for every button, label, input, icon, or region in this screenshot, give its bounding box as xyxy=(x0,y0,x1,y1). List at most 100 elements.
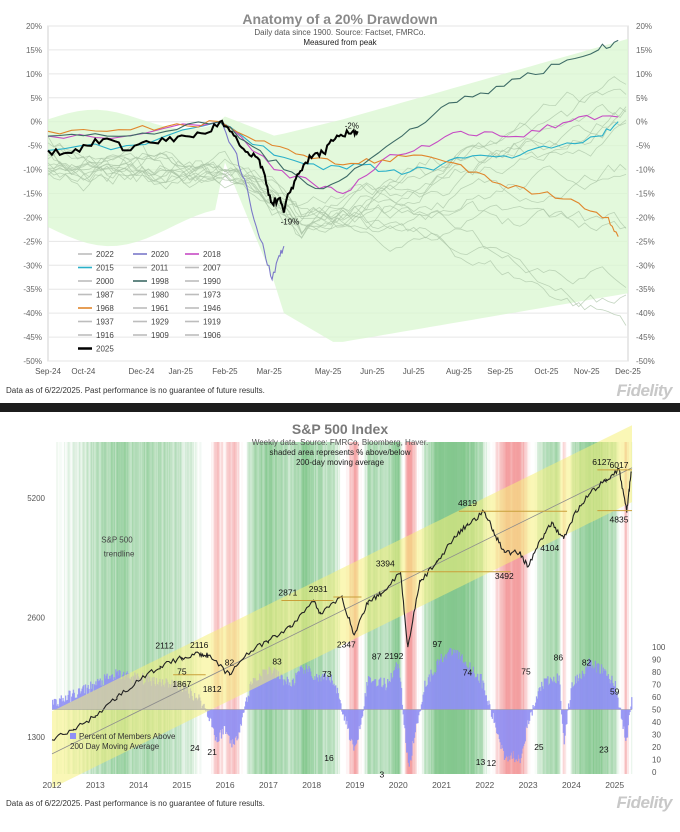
pct-bar xyxy=(375,686,378,710)
regime-stripe xyxy=(459,442,462,774)
regime-stripe xyxy=(527,442,529,774)
y-tick-label-right: -30% xyxy=(636,261,655,270)
pct-bar xyxy=(496,709,499,735)
regime-stripe xyxy=(429,442,432,774)
pct-bar xyxy=(215,709,217,737)
regime-stripe xyxy=(597,442,599,774)
regime-stripe xyxy=(147,442,149,774)
regime-stripe xyxy=(492,442,493,774)
x-tick-label: Nov-25 xyxy=(574,367,600,376)
regime-stripe xyxy=(576,442,579,774)
regime-stripe xyxy=(156,442,159,774)
chart-subtitle-2: shaded area represents % above/below xyxy=(270,448,411,457)
pct-bar xyxy=(576,674,578,710)
regime-stripe xyxy=(110,442,112,774)
pct-bar xyxy=(550,678,552,710)
legend-label: 1929 xyxy=(151,318,169,327)
regime-stripe xyxy=(572,442,574,774)
regime-stripe xyxy=(215,442,217,774)
regime-stripe xyxy=(438,442,440,774)
legend-label: 2022 xyxy=(96,250,114,259)
pct-bar xyxy=(321,676,323,710)
legend-label: 1998 xyxy=(151,277,169,286)
pct-bar xyxy=(325,680,327,710)
regime-stripe xyxy=(437,442,439,774)
annotation-label: -19% xyxy=(281,218,300,227)
pct-bar xyxy=(577,681,579,710)
pct-bar xyxy=(585,666,587,710)
pct-bar xyxy=(68,690,70,710)
pct-bar xyxy=(288,685,290,710)
regime-stripe xyxy=(232,442,235,774)
y-tick-label: 10% xyxy=(26,70,42,79)
pct-bar xyxy=(469,662,471,710)
regime-stripe xyxy=(229,442,231,774)
regime-stripe xyxy=(468,442,470,774)
pct-bar xyxy=(551,680,553,710)
pct-bar xyxy=(258,673,261,710)
pct-bar xyxy=(303,673,305,710)
regime-stripe xyxy=(522,442,525,774)
pct-bar xyxy=(58,706,60,710)
x-tick-label: 2016 xyxy=(216,780,235,790)
regime-stripe xyxy=(580,442,582,774)
pct-bar xyxy=(259,675,262,710)
regime-stripe xyxy=(226,442,228,774)
regime-stripe xyxy=(172,442,174,774)
regime-stripe xyxy=(82,442,84,774)
regime-stripe xyxy=(138,442,140,774)
x-axis: 2012 2013 2014 2015 2016 2017 2018 2019 2020 2021… xyxy=(43,780,625,790)
regime-stripe xyxy=(213,442,215,774)
regime-stripe xyxy=(136,442,138,774)
pct-bar xyxy=(206,709,209,717)
pct-bar xyxy=(378,679,380,710)
pct-bar xyxy=(537,691,539,710)
pct-bar xyxy=(443,656,445,710)
pct-bar xyxy=(625,709,627,741)
pct-bar xyxy=(285,684,288,710)
pct-bar xyxy=(351,709,353,741)
pct-tick-label: 30 xyxy=(652,731,661,740)
pct-bar xyxy=(445,654,447,710)
regime-stripe xyxy=(158,442,160,774)
regime-stripe xyxy=(151,442,153,774)
pct-bar xyxy=(628,709,630,716)
regime-stripe xyxy=(214,442,216,774)
pct-bar xyxy=(322,679,325,710)
pct-bar xyxy=(299,666,301,710)
pct-bar xyxy=(515,709,517,760)
pct-bar xyxy=(208,709,210,722)
moving-average-band-fill xyxy=(52,425,632,789)
regime-stripe xyxy=(257,442,259,774)
y-tick-label: -10% xyxy=(23,166,42,175)
regime-stripe xyxy=(224,442,226,774)
regime-stripe xyxy=(123,442,125,774)
pct-bar xyxy=(531,709,533,716)
pct-bar xyxy=(528,709,530,725)
y-tick-label-right: -20% xyxy=(636,213,655,222)
pct-bar xyxy=(284,681,287,710)
pct-bar xyxy=(372,681,374,710)
pct-bar xyxy=(304,673,307,710)
regime-stripe xyxy=(609,442,611,774)
pct-bar xyxy=(563,709,565,745)
regime-stripe xyxy=(422,442,424,774)
regime-stripe xyxy=(77,442,80,774)
pct-tick-label: 90 xyxy=(652,656,661,665)
regime-stripe xyxy=(140,442,143,774)
pct-bar xyxy=(514,709,516,763)
pct-bar xyxy=(477,680,480,710)
regime-stripe xyxy=(127,442,130,774)
pct-bar xyxy=(367,676,370,710)
pct-bar xyxy=(474,678,476,710)
regime-stripe xyxy=(88,442,91,774)
pct-bar xyxy=(225,709,227,734)
regime-stripe xyxy=(602,442,605,774)
regime-stripe xyxy=(432,442,435,774)
pct-bar xyxy=(620,709,623,719)
legend-label: 2007 xyxy=(203,264,221,273)
regime-stripe xyxy=(525,442,528,774)
historical-drawdown-line xyxy=(47,88,627,235)
regime-stripe xyxy=(474,442,476,774)
annotation-label: 3394 xyxy=(376,559,395,569)
